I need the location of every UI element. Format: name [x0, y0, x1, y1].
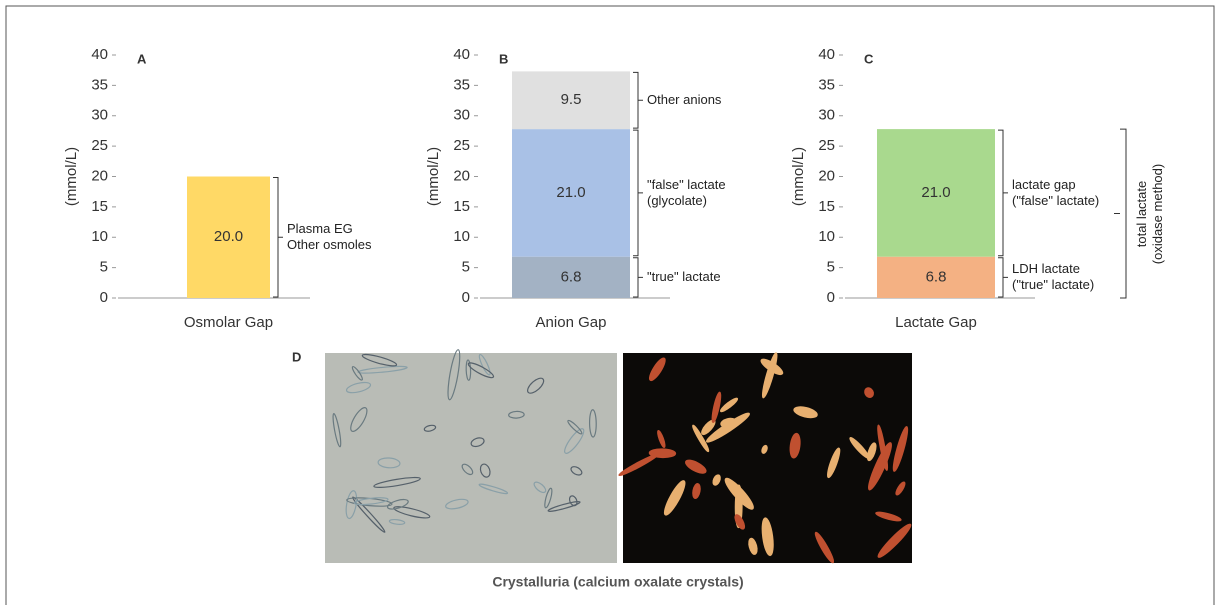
segment-label: lactate gap ("false" lactate) — [1012, 177, 1099, 209]
x-tick-label: Anion Gap — [536, 314, 607, 331]
y-tick-label: 25 — [91, 137, 108, 154]
bracket — [633, 72, 643, 128]
x-tick-label: Osmolar Gap — [184, 314, 273, 331]
y-tick-label: 0 — [462, 289, 470, 306]
segment-label: "false" lactate (glycolate) — [647, 177, 726, 209]
value-label: 20.0 — [214, 228, 243, 245]
segment-label: Other anions — [647, 92, 721, 108]
value-label: 21.0 — [921, 184, 950, 201]
bracket — [633, 130, 643, 256]
y-tick-label: 30 — [818, 107, 835, 124]
y-tick-label: 35 — [818, 76, 835, 93]
y-tick-label: 5 — [462, 259, 470, 276]
panel-label: C — [864, 51, 874, 66]
value-label: 21.0 — [556, 184, 585, 201]
y-tick-label: 0 — [827, 289, 835, 306]
y-tick-label: 35 — [453, 76, 470, 93]
y-tick-label: 5 — [827, 259, 835, 276]
bracket — [1114, 129, 1126, 298]
crystal — [649, 449, 675, 458]
y-tick-label: 15 — [818, 198, 835, 215]
panel-label: D — [292, 349, 301, 364]
y-tick-label: 40 — [453, 46, 470, 63]
y-tick-label: 30 — [91, 107, 108, 124]
y-tick-label: 15 — [453, 198, 470, 215]
y-tick-label: 25 — [818, 137, 835, 154]
panel-label: A — [137, 51, 147, 66]
bracket — [633, 258, 643, 297]
y-tick-label: 40 — [818, 46, 835, 63]
y-tick-label: 10 — [818, 228, 835, 245]
y-tick-label: 15 — [91, 198, 108, 215]
panel-label: B — [499, 51, 508, 66]
y-tick-label: 5 — [100, 259, 108, 276]
segment-label: Plasma EG Other osmoles — [287, 221, 372, 253]
y-tick-label: 20 — [818, 167, 835, 184]
value-label: 6.8 — [561, 268, 582, 285]
bracket — [998, 258, 1008, 297]
y-tick-label: 0 — [100, 289, 108, 306]
y-tick-label: 25 — [453, 137, 470, 154]
chart: D Crystalluria (calcium oxalate crystals… — [0, 0, 1220, 605]
y-tick-label: 40 — [91, 46, 108, 63]
y-tick-label: 10 — [453, 228, 470, 245]
x-tick-label: Lactate Gap — [895, 314, 977, 331]
y-tick-label: 20 — [91, 167, 108, 184]
value-label: 6.8 — [926, 268, 947, 285]
y-axis-label: (mmol/L) — [63, 147, 80, 206]
total-label: total lactate (oxidase method) — [1134, 163, 1166, 263]
micrograph-brightfield — [325, 353, 617, 563]
y-tick-label: 10 — [91, 228, 108, 245]
y-tick-label: 35 — [91, 76, 108, 93]
segment-label: "true" lactate — [647, 269, 721, 285]
bracket — [998, 130, 1008, 256]
segment-label: LDH lactate ("true" lactate) — [1012, 261, 1094, 293]
value-label: 9.5 — [561, 91, 582, 108]
figure: D Crystalluria (calcium oxalate crystals… — [0, 0, 1220, 605]
caption: Crystalluria (calcium oxalate crystals) — [492, 574, 743, 590]
y-tick-label: 30 — [453, 107, 470, 124]
y-tick-label: 20 — [453, 167, 470, 184]
bracket — [273, 178, 283, 298]
y-axis-label: (mmol/L) — [425, 147, 442, 206]
y-axis-label: (mmol/L) — [790, 147, 807, 206]
